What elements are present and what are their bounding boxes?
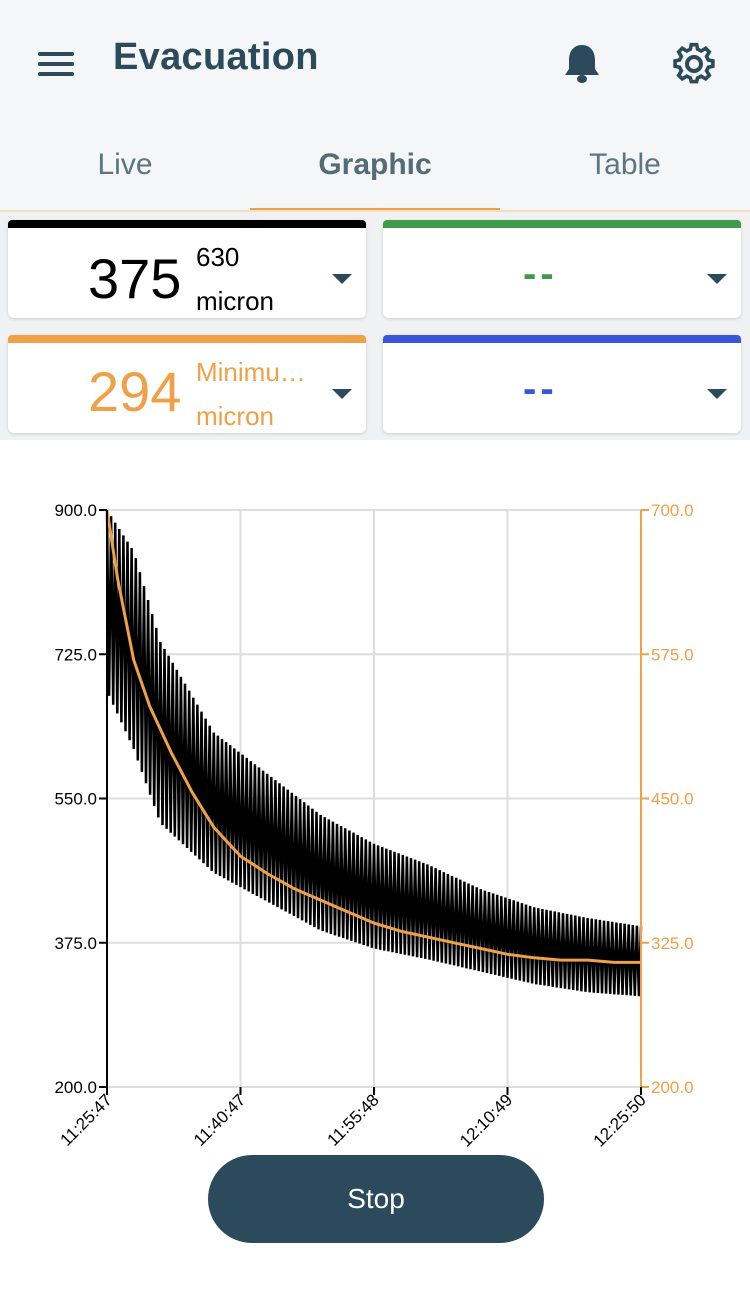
y-tick-label-left: 550.0 xyxy=(54,790,97,809)
menu-icon[interactable] xyxy=(38,48,74,76)
app-header: Evacuation Live Graphic Table xyxy=(0,0,750,212)
vacuum-chart: 900.0 725.0 550.0 375.0 200.0 700.0 575.0 450.0… xyxy=(0,470,750,1165)
sensor-card-1[interactable]: 375 630 micron xyxy=(8,220,366,318)
x-tick-label: 11:25:47 xyxy=(56,1090,115,1149)
card-value: -- xyxy=(523,252,558,296)
chevron-down-icon[interactable] xyxy=(332,389,352,399)
chevron-down-icon[interactable] xyxy=(707,274,727,284)
x-tick-label: 12:10:49 xyxy=(456,1090,516,1150)
chart-svg: 900.0 725.0 550.0 375.0 200.0 700.0 575.0 450.0… xyxy=(54,501,694,1151)
card-color-bar xyxy=(8,335,366,343)
card-color-bar xyxy=(383,220,741,228)
card-value: -- xyxy=(523,367,558,411)
card-unit: micron xyxy=(196,401,275,431)
card-top-label: 630 xyxy=(196,242,240,272)
y-tick-label-right: 700.0 xyxy=(651,501,694,520)
stop-button[interactable]: Stop xyxy=(208,1155,544,1243)
series-line-pressure xyxy=(105,509,643,997)
tab-divider xyxy=(0,210,750,212)
chevron-down-icon[interactable] xyxy=(332,274,352,284)
y-tick-label-left: 900.0 xyxy=(54,501,97,520)
card-value: 294 xyxy=(88,360,182,423)
y-tick-label-right: 325.0 xyxy=(651,934,694,953)
y-tick-label-right: 575.0 xyxy=(651,645,694,664)
x-tick-label: 11:55:48 xyxy=(323,1090,382,1149)
card-unit: micron xyxy=(196,286,275,316)
sensor-card-3[interactable]: 294 Minimu… micron xyxy=(8,335,366,433)
chevron-down-icon[interactable] xyxy=(707,389,727,399)
y-tick-label-right: 450.0 xyxy=(651,790,694,809)
sensor-card-4[interactable]: -- xyxy=(383,335,741,433)
card-color-bar xyxy=(8,220,366,228)
bell-icon[interactable] xyxy=(562,42,602,86)
sensor-card-2[interactable]: -- xyxy=(383,220,741,318)
y-tick-label-left: 375.0 xyxy=(54,934,97,953)
x-tick-label: 11:40:47 xyxy=(190,1090,249,1149)
sensor-cards: 375 630 micron -- 294 Minimu… micron -- xyxy=(0,212,750,440)
tab-live[interactable]: Live xyxy=(97,148,153,181)
y-tick-label-left: 200.0 xyxy=(54,1078,97,1097)
card-top-label: Minimu… xyxy=(196,357,306,387)
page-title: Evacuation xyxy=(113,36,319,78)
tab-graphic[interactable]: Graphic xyxy=(318,148,432,181)
x-tick-label: 12:25:50 xyxy=(590,1090,650,1150)
series-line-minimum xyxy=(105,509,641,964)
card-value: 375 xyxy=(88,247,182,310)
y-tick-label-left: 725.0 xyxy=(54,645,97,664)
tab-table[interactable]: Table xyxy=(589,148,661,181)
gear-icon[interactable] xyxy=(672,42,716,86)
y-tick-label-right: 200.0 xyxy=(651,1078,694,1097)
card-color-bar xyxy=(383,335,741,343)
